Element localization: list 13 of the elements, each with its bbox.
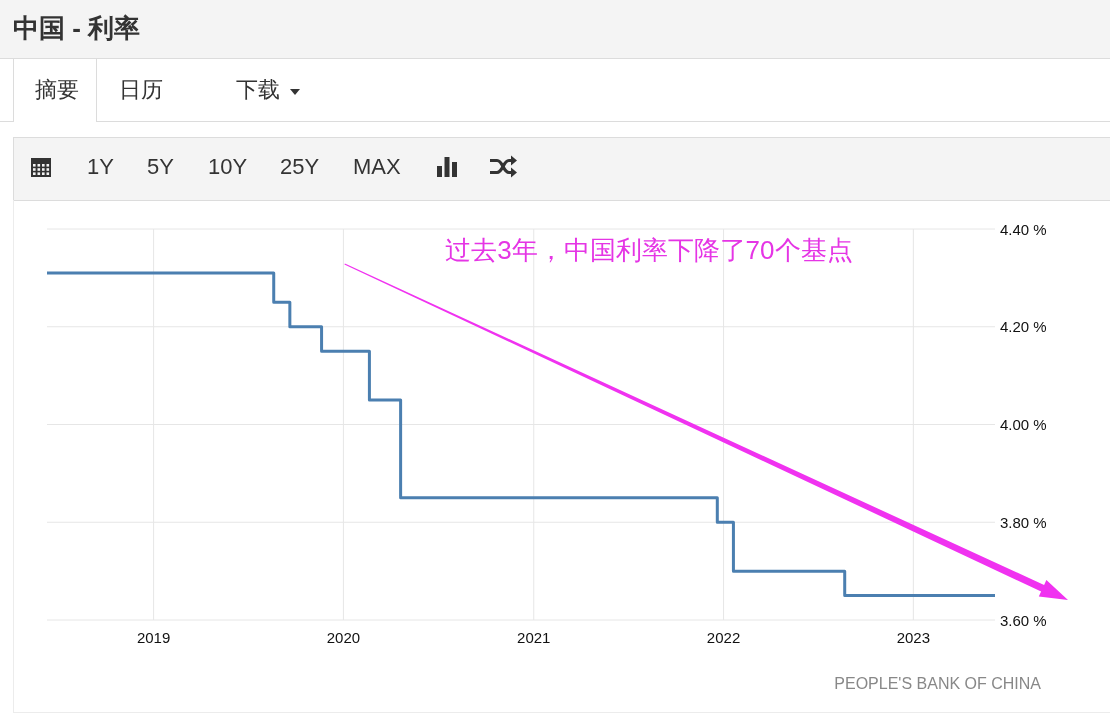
source: PEOPLE'S BANK OF CHINA xyxy=(834,674,1041,692)
x-tick-label: 2021 xyxy=(517,628,551,646)
y-tick-label: 4.00 % xyxy=(1000,416,1047,433)
title: 中国 - 利率 xyxy=(13,12,141,45)
x-tick-label: 2020 xyxy=(326,628,361,646)
x-tick-label: 2022 xyxy=(706,628,741,646)
annotation: 过去3年，中国利率下降了70个基点 xyxy=(445,235,853,265)
x-tick-label: 2019 xyxy=(136,628,171,646)
y-tick-label: 3.80 % xyxy=(1000,513,1047,531)
y-tick-label: 3.60 % xyxy=(1000,611,1047,629)
x-tick-label: 2023 xyxy=(896,628,931,646)
y-tick-label: 4.20 % xyxy=(1000,318,1047,336)
y-tick-label: 4.40 % xyxy=(1000,220,1047,238)
